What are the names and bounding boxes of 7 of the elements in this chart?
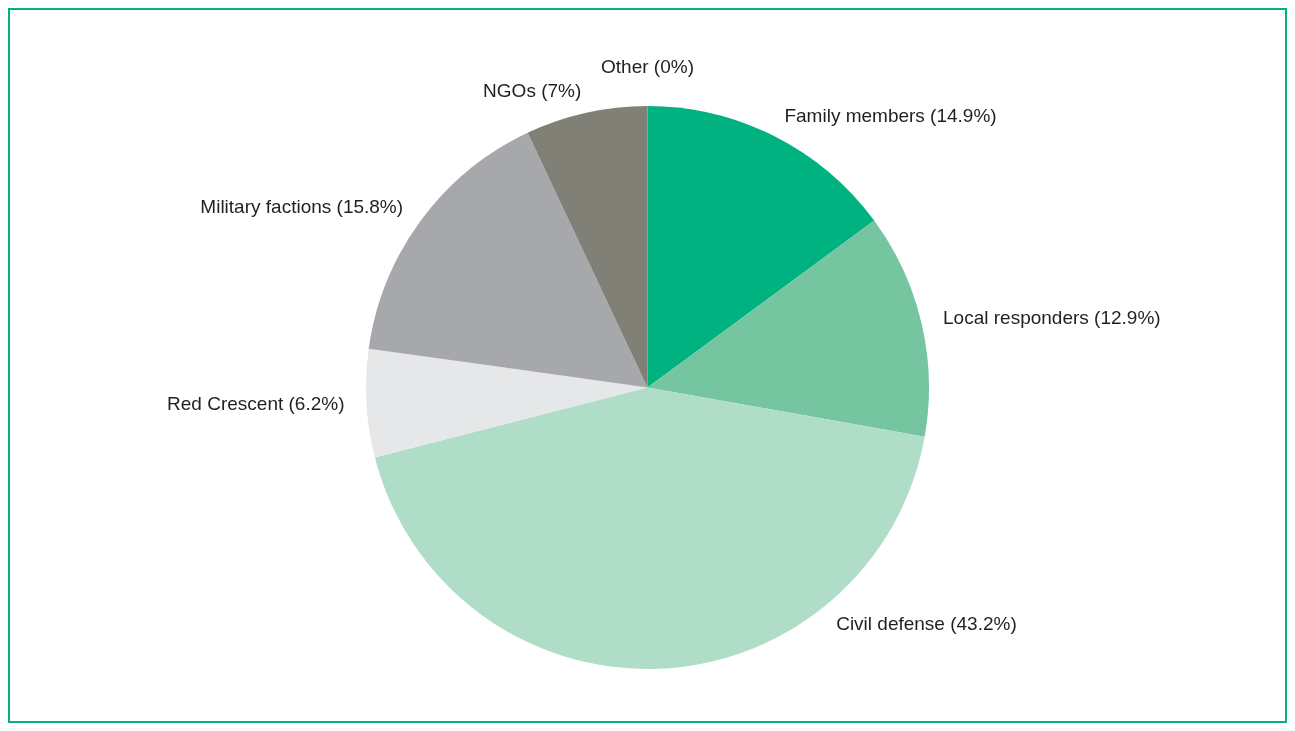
category-label: Other (0%) <box>601 56 694 78</box>
slice-label: Military factions (15.8%) <box>200 195 404 217</box>
slice-label: NGOs (7%) <box>483 79 582 101</box>
slice-label: Local responders (12.9%) <box>943 306 1161 328</box>
slice-label: Civil defense (43.2%) <box>836 613 1017 635</box>
slice-label: Red Crescent (6.2%) <box>167 392 345 414</box>
slice-label: Family members (14.9%) <box>784 104 997 126</box>
